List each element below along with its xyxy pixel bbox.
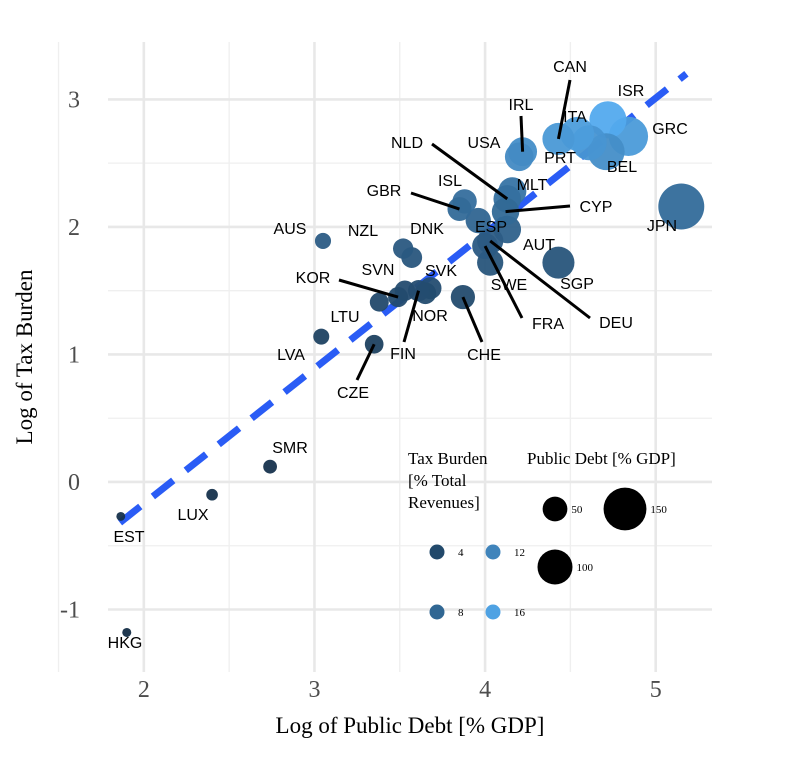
point-aus: [314, 232, 332, 249]
point-usa: [504, 142, 534, 172]
leader-line-che: [461, 296, 484, 343]
point-hkg: [122, 627, 132, 637]
point-lva: [313, 328, 330, 345]
size-legend-key: [603, 487, 647, 531]
country-label-ltu: LTU: [330, 309, 359, 326]
point-est: [116, 511, 126, 521]
country-label-nzl: NZL: [348, 223, 378, 240]
y-tick-label: 3: [68, 87, 80, 113]
point-lux: [206, 488, 218, 501]
x-tick-label: 2: [138, 677, 150, 703]
color-legend-title: Tax Burden: [408, 449, 488, 468]
country-label-irl: IRL: [509, 97, 534, 114]
country-label-est: EST: [113, 529, 144, 546]
country-label-lva: LVA: [277, 347, 305, 364]
leader-line-irl: [519, 115, 525, 152]
country-label-fin: FIN: [390, 346, 416, 363]
country-label-ita: ITA: [563, 109, 587, 126]
country-label-isl: ISL: [438, 173, 462, 190]
color-legend-key: [429, 604, 445, 620]
point-gbr: [447, 197, 472, 222]
country-label-hkg: HKG: [108, 635, 143, 652]
country-label-mlt: MLT: [517, 177, 548, 194]
x-tick-label: 4: [479, 677, 491, 703]
country-label-nor: NOR: [412, 308, 448, 325]
leader-line-fra: [483, 245, 524, 319]
country-label-prt: PRT: [544, 150, 576, 167]
point-sgp: [542, 246, 575, 279]
leader-line-can: [556, 79, 572, 140]
country-label-jpn: JPN: [647, 218, 677, 235]
x-axis-title: Log of Public Debt [% GDP]: [276, 713, 545, 738]
grid: [57, 42, 712, 672]
color-legend-key: [429, 544, 445, 560]
point-dnk: [393, 238, 414, 259]
color-legend-title: Revenues]: [408, 493, 480, 512]
points: [116, 101, 705, 637]
x-tick-label: 3: [308, 677, 320, 703]
size-legend-label: 50: [571, 504, 583, 516]
country-label-aus: AUS: [274, 221, 307, 238]
country-label-bel: BEL: [607, 159, 637, 176]
point-smr: [263, 459, 277, 474]
y-tick-label: 1: [68, 342, 80, 368]
color-legend-key: [485, 544, 501, 560]
color-legend-label: 16: [514, 607, 526, 619]
country-labels: EST HKG LUX SMR LVA CZE LTU AUS DNK NZL KOR SVN FIN N…: [108, 59, 688, 652]
leader-line-cze: [355, 343, 376, 381]
leader-line-gbr: [410, 191, 460, 211]
country-label-smr: SMR: [272, 440, 308, 457]
leader-line-nld: [431, 142, 509, 201]
point-ltu: [369, 292, 389, 312]
size-legend-key: [537, 549, 573, 585]
country-label-can: CAN: [553, 59, 587, 76]
country-label-deu: DEU: [599, 315, 633, 332]
color-legend-title: [% Total: [408, 471, 467, 490]
country-label-che: CHE: [467, 347, 501, 364]
country-label-aut: AUT: [523, 237, 555, 254]
color-legend-label: 8: [458, 607, 464, 619]
country-label-sgp: SGP: [560, 276, 594, 293]
country-label-cze: CZE: [337, 385, 369, 402]
country-label-svk: SVK: [425, 263, 457, 280]
country-label-kor: KOR: [296, 270, 331, 287]
size-legend-title: Public Debt [% GDP]: [527, 449, 676, 468]
color-legend-label: 4: [458, 547, 464, 559]
country-label-isr: ISR: [618, 83, 645, 100]
y-axis-title: Log of Tax Burden: [12, 269, 37, 444]
country-label-nld: NLD: [391, 135, 423, 152]
country-label-cyp: CYP: [580, 199, 613, 216]
country-label-grc: GRC: [652, 121, 688, 138]
legend: Tax Burden [% Total Revenues] Public Deb…: [408, 449, 676, 620]
country-label-swe: SWE: [491, 277, 527, 294]
color-legend-key: [485, 604, 501, 620]
x-tick-label: 5: [650, 677, 662, 703]
country-label-dnk: DNK: [410, 221, 444, 238]
y-tick-label: -1: [60, 598, 80, 624]
point-esp: [465, 207, 491, 234]
leader-line-deu: [489, 239, 591, 320]
y-tick-label: 0: [68, 470, 80, 496]
size-legend-label: 100: [577, 562, 594, 574]
point-jpn: [658, 183, 705, 230]
leader-line-cyp: [505, 204, 571, 214]
country-label-esp: ESP: [475, 219, 507, 236]
country-label-fra: FRA: [532, 316, 564, 333]
size-legend-key: [542, 496, 568, 522]
country-label-gbr: GBR: [367, 183, 402, 200]
size-legend-label: 150: [650, 504, 667, 516]
leader-line-kor: [338, 278, 399, 299]
country-label-usa: USA: [468, 135, 501, 152]
country-label-lux: LUX: [177, 507, 208, 524]
y-tick-label: 2: [68, 215, 80, 241]
color-legend-label: 12: [514, 547, 525, 559]
country-label-svn: SVN: [362, 262, 395, 279]
leader-line-fin: [402, 290, 420, 343]
